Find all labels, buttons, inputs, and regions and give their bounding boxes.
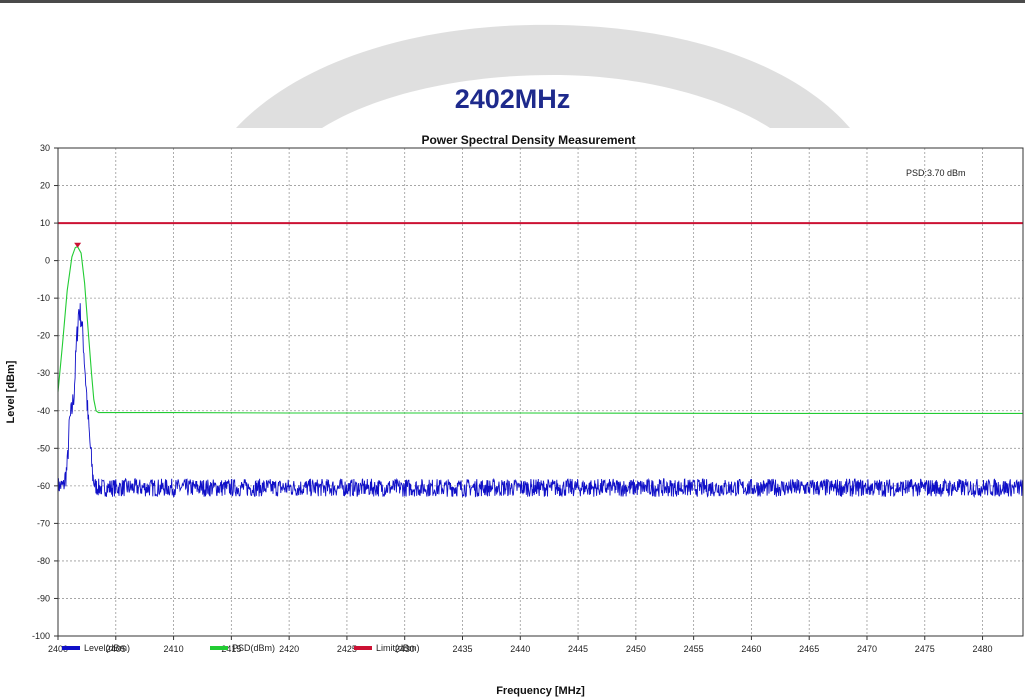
x-tick-label: 2410: [164, 644, 184, 654]
x-tick-label: 2425: [337, 644, 357, 654]
x-axis-title: Frequency [MHz]: [496, 685, 585, 697]
y-tick-label: -20: [37, 331, 50, 341]
series-layer: [57, 222, 1024, 498]
x-tick-label: 2415: [221, 644, 241, 654]
y-tick-label: 10: [40, 218, 50, 228]
y-tick-label: -10: [37, 293, 50, 303]
psd-annotation: PSD:3.70 dBm: [906, 168, 966, 178]
y-tick-label: -60: [37, 481, 50, 491]
y-tick-label: -40: [37, 406, 50, 416]
series-line-level-dbm-: [57, 303, 1024, 498]
x-axis-ticks: 2400 2405 2410 2415 2420 2425 2430 2435 2440 2445…: [48, 636, 993, 654]
y-tick-label: -100: [32, 631, 50, 641]
legend-label: Limit(dBm): [376, 643, 420, 653]
x-tick-label: 2455: [684, 644, 704, 654]
chart-grid: [57, 147, 1023, 637]
x-tick-label: 2435: [452, 644, 472, 654]
y-axis-title: Level [dBm]: [5, 360, 17, 423]
y-tick-label: -30: [37, 368, 50, 378]
x-tick-label: 2430: [395, 644, 415, 654]
series-line-psd-dbm-: [57, 246, 1023, 414]
legend-label: Level(dBm): [84, 643, 130, 653]
x-tick-label: 2450: [626, 644, 646, 654]
x-tick-label: 2470: [857, 644, 877, 654]
x-tick-label: 2420: [279, 644, 299, 654]
frequency-heading: 2402MHz: [454, 84, 571, 114]
y-tick-label: -50: [37, 443, 50, 453]
chart-legend: Level(dBm) PSD(dBm) Limit(dBm): [62, 643, 420, 653]
y-tick-label: -70: [37, 518, 50, 528]
top-border: [0, 0, 1025, 3]
y-tick-label: -90: [37, 593, 50, 603]
plot-frame: [57, 147, 1024, 637]
x-tick-label: 2465: [799, 644, 819, 654]
x-tick-label: 2400: [48, 644, 68, 654]
x-tick-label: 2405: [106, 644, 126, 654]
x-tick-label: 2440: [510, 644, 530, 654]
y-tick-label: 20: [40, 181, 50, 191]
y-tick-label: 30: [40, 143, 50, 153]
x-tick-label: 2475: [915, 644, 935, 654]
y-axis-ticks: 30 20 10 0 -10 -20 -30 -40 -50 -60 -70 -80 -90 -100: [32, 143, 58, 641]
peak-marker: [74, 242, 82, 248]
y-tick-label: 0: [45, 256, 50, 266]
x-tick-label: 2460: [741, 644, 761, 654]
legend-label: PSD(dBm): [232, 643, 275, 653]
chart-title: Power Spectral Density Measurement: [421, 133, 635, 147]
x-tick-label: 2445: [568, 644, 588, 654]
y-tick-label: -80: [37, 556, 50, 566]
x-tick-label: 2480: [973, 644, 993, 654]
